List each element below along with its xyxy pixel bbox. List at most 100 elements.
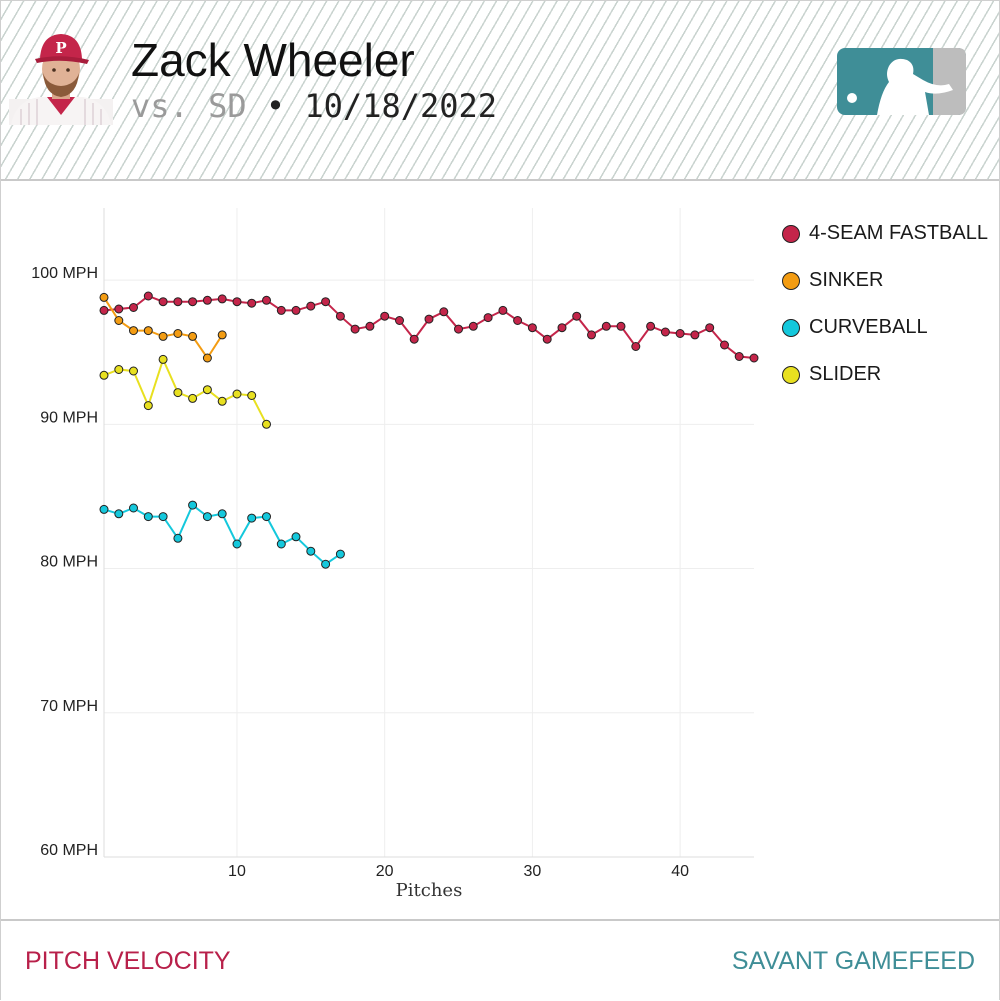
chart-axes: 10 20 30 40 60 MPH 70 MPH 80 MPH 90 MPH 100 MPH bbox=[31, 208, 754, 880]
x-tick-label: 10 bbox=[228, 863, 246, 880]
data-point-4-seam-fastball bbox=[749, 353, 759, 363]
y-tick-label: 60 MPH bbox=[40, 842, 98, 859]
game-date: 10/18/2022 bbox=[304, 87, 498, 125]
data-point-slider bbox=[173, 388, 183, 398]
data-point-curveball bbox=[321, 559, 331, 569]
footer-bar: PITCH VELOCITY SAVANT GAMEFEED bbox=[1, 919, 999, 1001]
y-tick-label: 80 MPH bbox=[40, 554, 98, 571]
data-point-4-seam-fastball bbox=[262, 295, 271, 305]
data-point-slider bbox=[217, 396, 227, 406]
footer-brand[interactable]: SAVANT GAMEFEED bbox=[731, 947, 975, 975]
legend-label: CURVEBALL bbox=[809, 316, 928, 338]
chart-series bbox=[99, 291, 759, 569]
data-point-curveball bbox=[188, 500, 198, 510]
data-point-curveball bbox=[276, 539, 286, 549]
data-point-sinker bbox=[99, 292, 109, 302]
data-point-slider bbox=[99, 370, 109, 380]
data-point-slider bbox=[188, 393, 198, 403]
opponent-label: vs. SD bbox=[131, 87, 247, 125]
header-banner: P Zack Wheeler vs. SD • 10/18/2022 bbox=[1, 1, 999, 181]
data-point-4-seam-fastball bbox=[99, 305, 109, 315]
data-point-curveball bbox=[247, 513, 257, 523]
data-point-curveball bbox=[158, 512, 168, 522]
data-point-4-seam-fastball bbox=[291, 305, 301, 315]
data-point-4-seam-fastball bbox=[587, 330, 596, 340]
data-point-curveball bbox=[262, 512, 271, 522]
data-point-4-seam-fastball bbox=[173, 297, 183, 307]
data-point-4-seam-fastball bbox=[498, 305, 508, 315]
data-point-slider bbox=[262, 419, 271, 429]
data-point-4-seam-fastball bbox=[365, 321, 375, 331]
y-tick-label: 90 MPH bbox=[40, 409, 98, 426]
data-point-4-seam-fastball bbox=[660, 327, 670, 337]
data-point-4-seam-fastball bbox=[129, 303, 138, 312]
game-subtitle: vs. SD • 10/18/2022 bbox=[131, 87, 497, 125]
data-point-curveball bbox=[232, 539, 242, 549]
data-point-4-seam-fastball bbox=[705, 323, 715, 333]
data-point-slider bbox=[247, 391, 257, 400]
data-point-4-seam-fastball bbox=[542, 334, 552, 344]
data-point-sinker bbox=[114, 316, 124, 325]
x-axis-title: Pitches bbox=[396, 880, 463, 901]
data-point-4-seam-fastball bbox=[409, 334, 419, 344]
data-point-curveball bbox=[143, 512, 153, 522]
legend-item-sinker[interactable]: SINKER bbox=[782, 269, 988, 292]
legend-swatch-icon bbox=[782, 271, 800, 290]
y-tick-label: 100 MPH bbox=[31, 265, 98, 282]
legend-item-slider[interactable]: SLIDER bbox=[782, 363, 988, 386]
data-point-curveball bbox=[114, 509, 124, 519]
data-point-sinker bbox=[188, 331, 198, 341]
data-point-4-seam-fastball bbox=[424, 314, 434, 324]
data-point-4-seam-fastball bbox=[601, 321, 611, 331]
chart-grid bbox=[104, 208, 754, 857]
separator-dot: • bbox=[265, 87, 286, 125]
chart-legend: 4-SEAM FASTBALL SINKER CURVEBALL SLIDER bbox=[782, 222, 988, 410]
data-point-4-seam-fastball bbox=[646, 321, 656, 331]
data-point-curveball bbox=[129, 503, 138, 513]
data-point-4-seam-fastball bbox=[202, 295, 212, 305]
data-point-4-seam-fastball bbox=[188, 297, 198, 307]
data-point-slider bbox=[129, 366, 138, 376]
data-point-slider bbox=[143, 401, 153, 411]
data-point-curveball bbox=[217, 509, 227, 519]
x-tick-label: 20 bbox=[376, 863, 394, 880]
data-point-curveball bbox=[306, 546, 316, 556]
data-point-4-seam-fastball bbox=[675, 329, 685, 338]
legend-label: SINKER bbox=[809, 269, 884, 291]
footer-title: PITCH VELOCITY bbox=[25, 947, 231, 975]
data-point-4-seam-fastball bbox=[513, 316, 523, 325]
data-point-4-seam-fastball bbox=[468, 321, 478, 331]
data-point-4-seam-fastball bbox=[527, 323, 537, 333]
x-tick-label: 40 bbox=[671, 863, 689, 880]
data-point-4-seam-fastball bbox=[616, 321, 626, 331]
data-point-slider bbox=[232, 389, 242, 399]
legend-item-4-seam-fastball[interactable]: 4-SEAM FASTBALL bbox=[782, 222, 988, 245]
data-point-4-seam-fastball bbox=[114, 304, 124, 314]
data-point-4-seam-fastball bbox=[350, 324, 360, 334]
data-point-4-seam-fastball bbox=[158, 297, 168, 307]
data-point-curveball bbox=[335, 549, 345, 559]
data-point-4-seam-fastball bbox=[483, 313, 493, 323]
data-point-slider bbox=[158, 354, 168, 364]
x-tick-label: 30 bbox=[524, 863, 542, 880]
data-point-curveball bbox=[99, 504, 109, 514]
legend-label: SLIDER bbox=[809, 363, 882, 385]
legend-swatch-icon bbox=[782, 318, 800, 337]
data-point-4-seam-fastball bbox=[232, 297, 242, 307]
data-point-curveball bbox=[202, 512, 212, 522]
data-point-slider bbox=[202, 385, 212, 395]
y-tick-label: 70 MPH bbox=[40, 698, 98, 715]
data-point-4-seam-fastball bbox=[439, 307, 449, 317]
data-point-4-seam-fastball bbox=[572, 311, 582, 321]
svg-text:P: P bbox=[55, 39, 66, 57]
data-point-4-seam-fastball bbox=[690, 330, 700, 340]
data-point-curveball bbox=[291, 532, 301, 542]
data-point-4-seam-fastball bbox=[321, 297, 331, 307]
data-point-4-seam-fastball bbox=[380, 311, 390, 321]
data-point-4-seam-fastball bbox=[335, 311, 345, 321]
data-point-4-seam-fastball bbox=[631, 342, 641, 351]
player-name: Zack Wheeler bbox=[131, 34, 415, 86]
legend-label: 4-SEAM FASTBALL bbox=[809, 222, 988, 244]
legend-item-curveball[interactable]: CURVEBALL bbox=[782, 316, 988, 339]
